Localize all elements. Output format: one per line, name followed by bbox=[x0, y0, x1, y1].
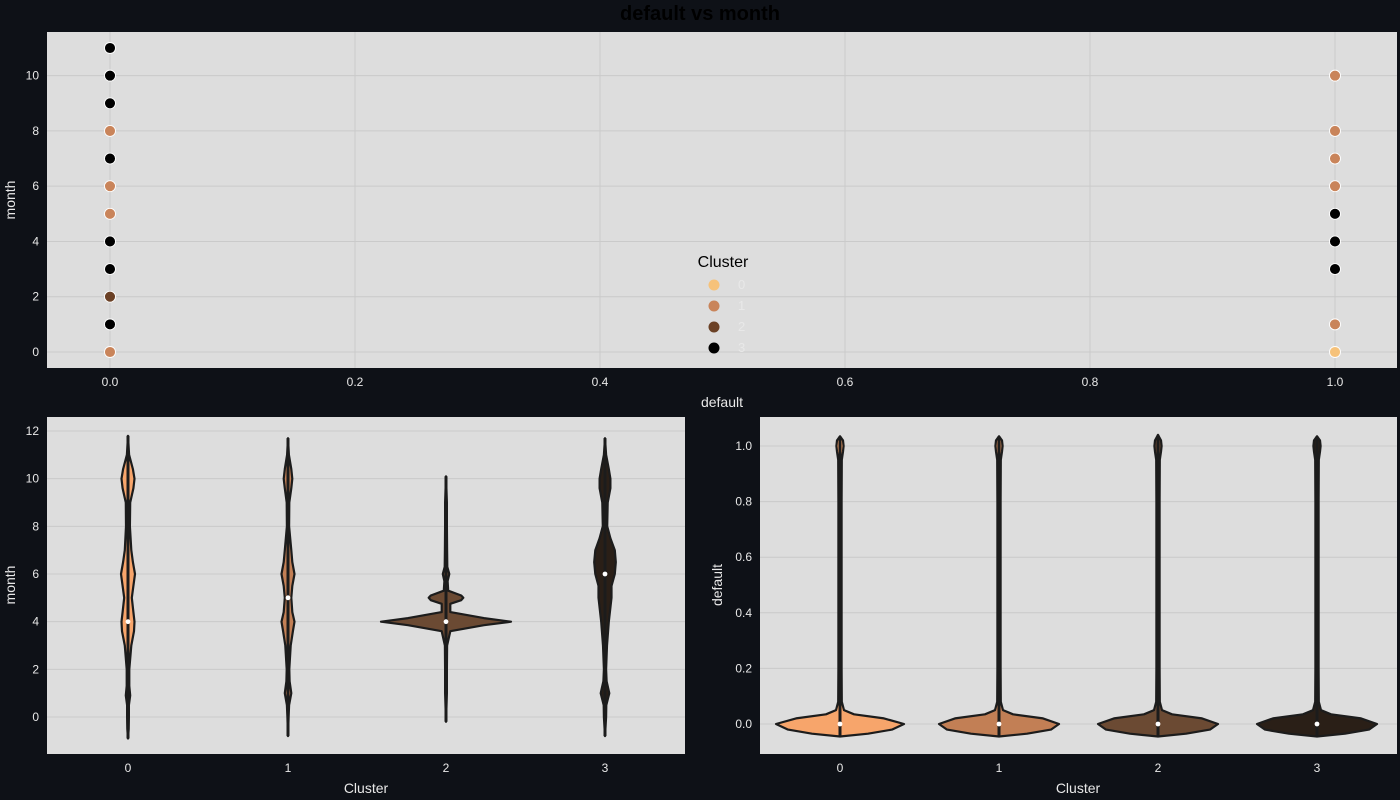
violin-default-ytick-label: 0.4 bbox=[735, 606, 752, 620]
legend-marker-1 bbox=[708, 300, 720, 312]
violin-month-median-point bbox=[443, 619, 449, 625]
violin-default-ytick-label: 0.8 bbox=[735, 495, 752, 509]
violin-month-ytick-label: 4 bbox=[32, 615, 39, 629]
scatter-point bbox=[104, 290, 116, 303]
scatter-point bbox=[1329, 207, 1341, 220]
violin-month-median-point bbox=[125, 619, 131, 625]
violin-default-xtick-label: 3 bbox=[1314, 761, 1321, 775]
legend-marker-0 bbox=[708, 279, 720, 291]
scatter-xtick-label: 1.0 bbox=[1327, 375, 1344, 389]
scatter-xtick-label: 0.0 bbox=[102, 375, 119, 389]
scatter-point bbox=[104, 207, 116, 220]
scatter-point bbox=[1329, 318, 1341, 331]
scatter-point bbox=[104, 263, 116, 276]
legend-label-2: 2 bbox=[738, 319, 745, 334]
violin-default-xtick-label: 0 bbox=[837, 761, 844, 775]
scatter-point bbox=[1329, 346, 1341, 358]
violin-month-xtick-label: 1 bbox=[285, 761, 292, 775]
scatter-ytick-label: 6 bbox=[32, 179, 39, 193]
scatter-point bbox=[104, 124, 116, 137]
violin-month-ytick-label: 12 bbox=[26, 424, 40, 438]
legend-marker-2 bbox=[708, 321, 720, 333]
scatter-point bbox=[104, 318, 116, 331]
scatter-xtick-label: 0.6 bbox=[837, 375, 854, 389]
scatter-point bbox=[104, 180, 116, 193]
scatter-point bbox=[104, 97, 116, 110]
scatter-point bbox=[104, 42, 116, 54]
scatter-point bbox=[1329, 69, 1341, 82]
violin-month-ylabel: month bbox=[2, 566, 18, 605]
violin-month-ytick-label: 6 bbox=[32, 567, 39, 581]
violin-month-xtick-label: 3 bbox=[602, 761, 609, 775]
scatter-plot-area bbox=[47, 32, 1397, 368]
scatter-point bbox=[1329, 235, 1341, 248]
violin-month-xlabel: Cluster bbox=[344, 780, 389, 796]
violin-default-xtick-label: 1 bbox=[996, 761, 1003, 775]
violin-default-ylabel: default bbox=[709, 564, 725, 606]
violin-default-xtick-label: 2 bbox=[1155, 761, 1162, 775]
scatter-point bbox=[1329, 124, 1341, 137]
scatter-point bbox=[1329, 180, 1341, 193]
scatter-xlabel: default bbox=[701, 394, 743, 410]
scatter-xtick-label: 0.8 bbox=[1082, 375, 1099, 389]
scatter-xtick-label: 0.2 bbox=[347, 375, 364, 389]
violin-default-plot-area bbox=[760, 417, 1397, 754]
scatter-point bbox=[104, 152, 116, 165]
violin-default-ytick-label: 0.2 bbox=[735, 661, 752, 675]
scatter-ytick-label: 8 bbox=[32, 124, 39, 138]
scatter-point bbox=[104, 346, 116, 358]
scatter-ytick-label: 2 bbox=[32, 290, 39, 304]
violin-default-ytick-label: 1.0 bbox=[735, 439, 752, 453]
scatter-point bbox=[104, 69, 116, 82]
scatter-point bbox=[1329, 152, 1341, 165]
violin-month-xtick-label: 2 bbox=[443, 761, 450, 775]
legend: Cluster 0 1 2 3 bbox=[698, 254, 749, 355]
scatter-point bbox=[1329, 263, 1341, 276]
legend-title: Cluster bbox=[698, 254, 749, 271]
violin-month-xtick-label: 0 bbox=[125, 761, 132, 775]
legend-label-1: 1 bbox=[738, 298, 745, 313]
violin-month-ytick-label: 0 bbox=[32, 710, 39, 724]
violin-default-median-point bbox=[996, 721, 1002, 727]
violin-default-ytick-label: 0.0 bbox=[735, 717, 752, 731]
chart-title: default vs month bbox=[620, 3, 780, 25]
scatter-point bbox=[104, 235, 116, 248]
legend-marker-3 bbox=[708, 342, 720, 354]
legend-label-0: 0 bbox=[738, 277, 745, 292]
violin-default-median-point bbox=[1314, 721, 1320, 727]
scatter-ytick-label: 0 bbox=[32, 345, 39, 359]
violin-month-ytick-label: 8 bbox=[32, 519, 39, 533]
violin-default-median-point bbox=[1155, 721, 1161, 727]
scatter-ytick-label: 4 bbox=[32, 234, 39, 248]
violin-month-ytick-label: 10 bbox=[26, 472, 40, 486]
legend-label-3: 3 bbox=[738, 340, 745, 355]
violin-month-median-point bbox=[285, 595, 291, 601]
violin-month-plot-area bbox=[47, 417, 685, 754]
scatter-ytick-label: 10 bbox=[26, 69, 40, 83]
scatter-xtick-label: 0.4 bbox=[592, 375, 609, 389]
violin-default-panel: 0.0 0.2 0.4 0.6 0.8 1.0 0 1 2 3 bbox=[735, 417, 1397, 775]
violin-default-median-point bbox=[837, 721, 843, 727]
violin-month-ytick-label: 2 bbox=[32, 662, 39, 676]
violin-default-ytick-label: 0.6 bbox=[735, 550, 752, 564]
violin-month-median-point bbox=[602, 571, 608, 577]
scatter-ylabel: month bbox=[2, 181, 18, 220]
violin-default-xlabel: Cluster bbox=[1056, 780, 1101, 796]
